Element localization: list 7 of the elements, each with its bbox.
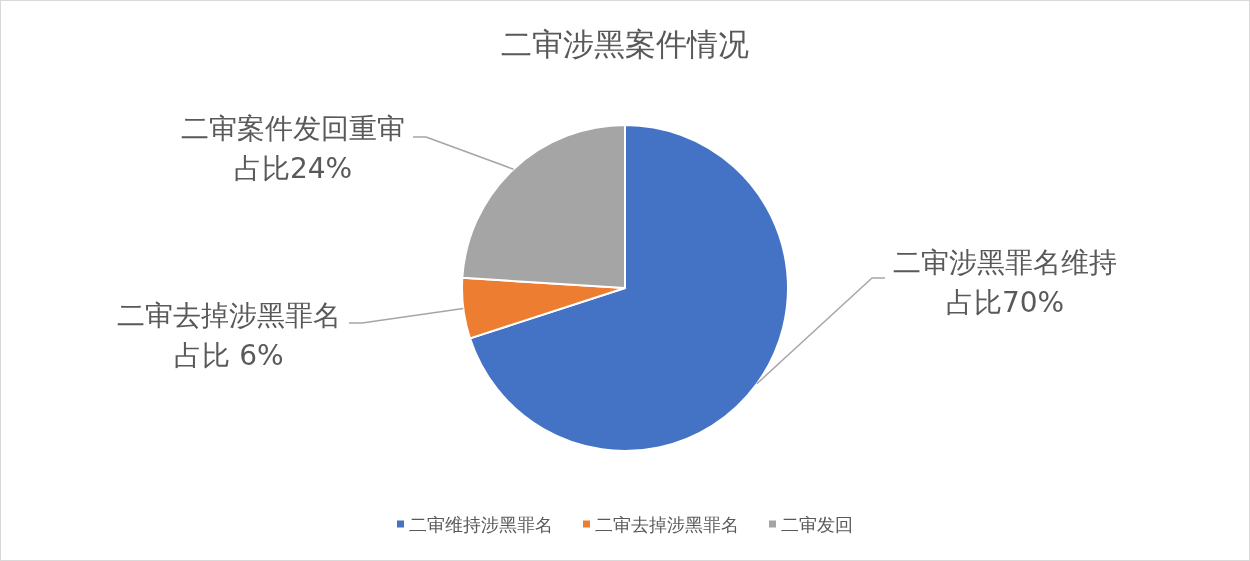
legend-label: 二审发回 <box>781 513 853 535</box>
data-label: 二审去掉涉黑罪名占比 6% <box>117 298 341 372</box>
data-label: 二审案件发回重审占比24% <box>181 111 405 185</box>
chart-title: 二审涉黑案件情况 <box>501 26 749 62</box>
legend-label: 二审去掉涉黑罪名 <box>595 513 739 535</box>
data-label: 二审涉黑罪名维持占比70% <box>893 245 1117 319</box>
legend-label: 二审维持涉黑罪名 <box>409 513 553 535</box>
